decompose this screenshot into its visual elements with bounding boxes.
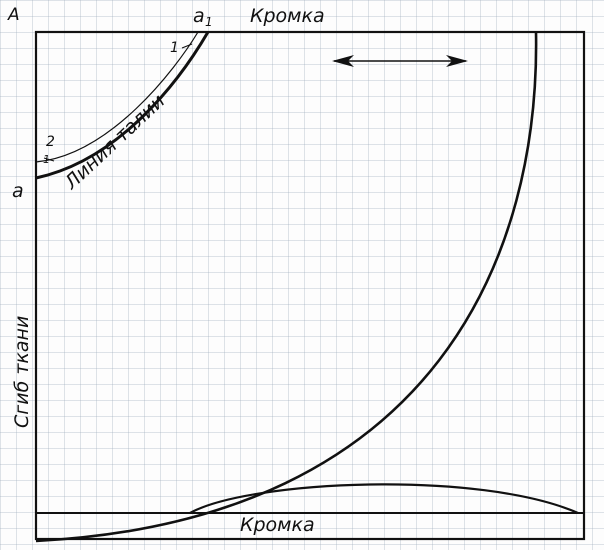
corner-a-label: A — [7, 5, 20, 25]
edge-top-label: Кромка — [250, 5, 325, 27]
bottom-hump-curve — [189, 483, 579, 515]
fold-label: Сгиб ткани — [11, 316, 33, 428]
waist-line-label: Линия талии — [60, 90, 170, 194]
point-a1-subscript: 1 — [205, 15, 213, 29]
mark-2: 2 — [46, 134, 55, 150]
waist-line-thin — [35, 31, 199, 163]
fabric-outline — [34, 30, 586, 541]
mark-1-top: 1 — [170, 40, 179, 56]
waist-line-thick — [35, 31, 210, 180]
grain-arrow — [332, 55, 468, 67]
point-a-label: a — [12, 180, 24, 202]
point-a1-label: a — [193, 5, 205, 27]
tick-top — [181, 43, 193, 49]
hem-arc — [35, 31, 538, 543]
tick-left — [43, 157, 55, 162]
edge-bottom-label: Кромка — [240, 514, 315, 536]
mark-1-left: 1 — [43, 153, 50, 166]
